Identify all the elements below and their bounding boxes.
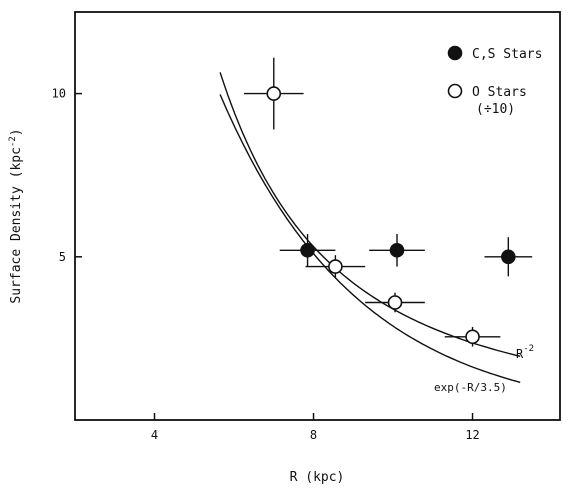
x-axis-label: R (kpc) xyxy=(290,470,345,485)
x-tick-label: 8 xyxy=(310,428,317,442)
o-star-point xyxy=(444,326,501,347)
legend-label-cs: C,S Stars xyxy=(472,47,542,62)
legend-label-o-scale: (÷10) xyxy=(476,102,515,117)
open-marker xyxy=(328,259,343,274)
plot-frame xyxy=(74,11,561,421)
x-tick-label: 12 xyxy=(465,428,479,442)
open-marker xyxy=(266,86,282,101)
model-curve-exp xyxy=(219,94,521,384)
legend-filled-marker xyxy=(447,45,463,61)
open-marker xyxy=(387,295,403,310)
x-tick-label: 4 xyxy=(151,428,158,442)
legend-open-marker xyxy=(447,83,463,99)
open-marker xyxy=(465,329,480,345)
legend-label-o: O Stars xyxy=(472,85,527,100)
cs-star-point xyxy=(279,233,336,267)
cs-star-point xyxy=(369,233,425,267)
o-star-point xyxy=(365,292,425,313)
filled-marker xyxy=(300,242,315,258)
filled-marker xyxy=(501,249,516,265)
y-tick-label: 10 xyxy=(52,87,66,101)
o-star-point xyxy=(305,255,366,279)
y-tick-label: 5 xyxy=(59,250,66,264)
y-axis-label: Surface Density (kpc-2) xyxy=(8,128,24,303)
curve-label-power: R-2 xyxy=(516,344,534,361)
curve-label-exp: exp(-R/3.5) xyxy=(434,381,507,394)
o-star-point xyxy=(243,57,304,130)
cs-star-point xyxy=(484,237,533,277)
filled-marker xyxy=(389,242,405,258)
